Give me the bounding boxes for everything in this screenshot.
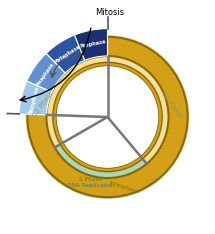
Text: Mitosis: Mitosis — [95, 8, 124, 17]
Text: G2 Phase: G2 Phase — [32, 90, 55, 119]
Text: Metaphase: Metaphase — [52, 44, 81, 65]
Wedge shape — [74, 29, 108, 60]
Wedge shape — [46, 35, 85, 73]
Wedge shape — [19, 81, 52, 115]
Wedge shape — [37, 117, 160, 199]
Text: Prophase: Prophase — [80, 39, 107, 49]
Text: Interphase: Interphase — [108, 180, 140, 195]
Text: S Phase
DNA Replication: S Phase DNA Replication — [67, 177, 115, 188]
Text: Telophase: Telophase — [29, 86, 40, 114]
Wedge shape — [27, 53, 65, 92]
Wedge shape — [27, 37, 188, 197]
Circle shape — [57, 67, 158, 167]
Wedge shape — [53, 62, 162, 172]
Text: Anaphase: Anaphase — [36, 62, 56, 87]
Text: G1 Phase: G1 Phase — [160, 90, 183, 119]
Wedge shape — [108, 35, 189, 180]
Wedge shape — [26, 35, 108, 158]
